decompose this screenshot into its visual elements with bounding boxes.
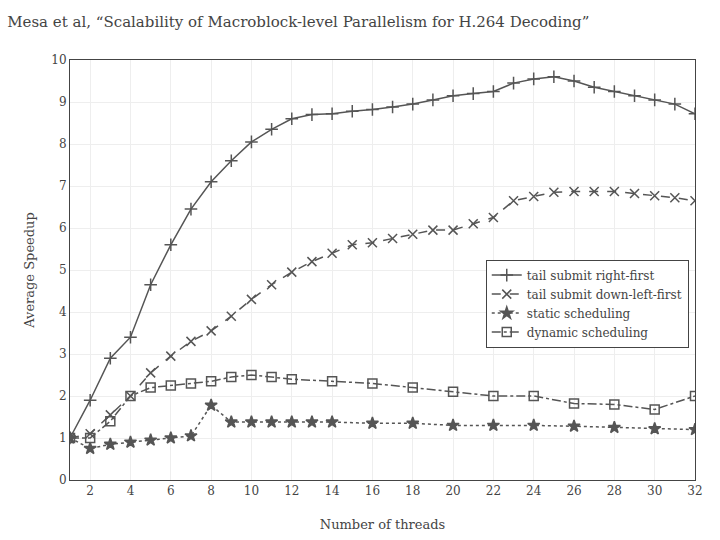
svg-text:2: 2 [59,389,67,403]
svg-text:9: 9 [59,95,67,109]
svg-text:7: 7 [59,179,67,193]
svg-text:22: 22 [486,484,501,498]
svg-text:tail submit right-first: tail submit right-first [527,269,655,283]
svg-text:32: 32 [687,484,702,498]
svg-text:4: 4 [59,305,67,319]
svg-text:18: 18 [405,484,420,498]
svg-text:static scheduling: static scheduling [527,307,631,321]
svg-text:8: 8 [59,137,67,151]
svg-text:6: 6 [167,484,175,498]
svg-text:0: 0 [59,473,67,487]
svg-text:2: 2 [86,484,94,498]
svg-text:28: 28 [607,484,622,498]
svg-text:26: 26 [566,484,581,498]
svg-text:Number of threads: Number of threads [320,517,445,532]
svg-text:5: 5 [59,263,67,277]
svg-text:10: 10 [244,484,259,498]
svg-text:14: 14 [324,484,340,498]
svg-text:12: 12 [284,484,299,498]
svg-text:24: 24 [526,484,542,498]
svg-text:3: 3 [59,347,67,361]
svg-text:Mesa et al, “Scalability of Ma: Mesa et al, “Scalability of Macroblock-l… [7,13,589,31]
svg-text:20: 20 [445,484,460,498]
svg-text:16: 16 [365,484,380,498]
svg-text:Average Speedup: Average Speedup [22,212,37,329]
svg-text:1: 1 [59,431,67,445]
svg-text:10: 10 [51,53,66,67]
svg-text:30: 30 [647,484,662,498]
svg-text:tail submit down-left-first: tail submit down-left-first [527,288,682,302]
svg-text:4: 4 [127,484,135,498]
svg-text:dynamic scheduling: dynamic scheduling [527,326,649,340]
svg-text:6: 6 [59,221,67,235]
svg-text:8: 8 [207,484,215,498]
